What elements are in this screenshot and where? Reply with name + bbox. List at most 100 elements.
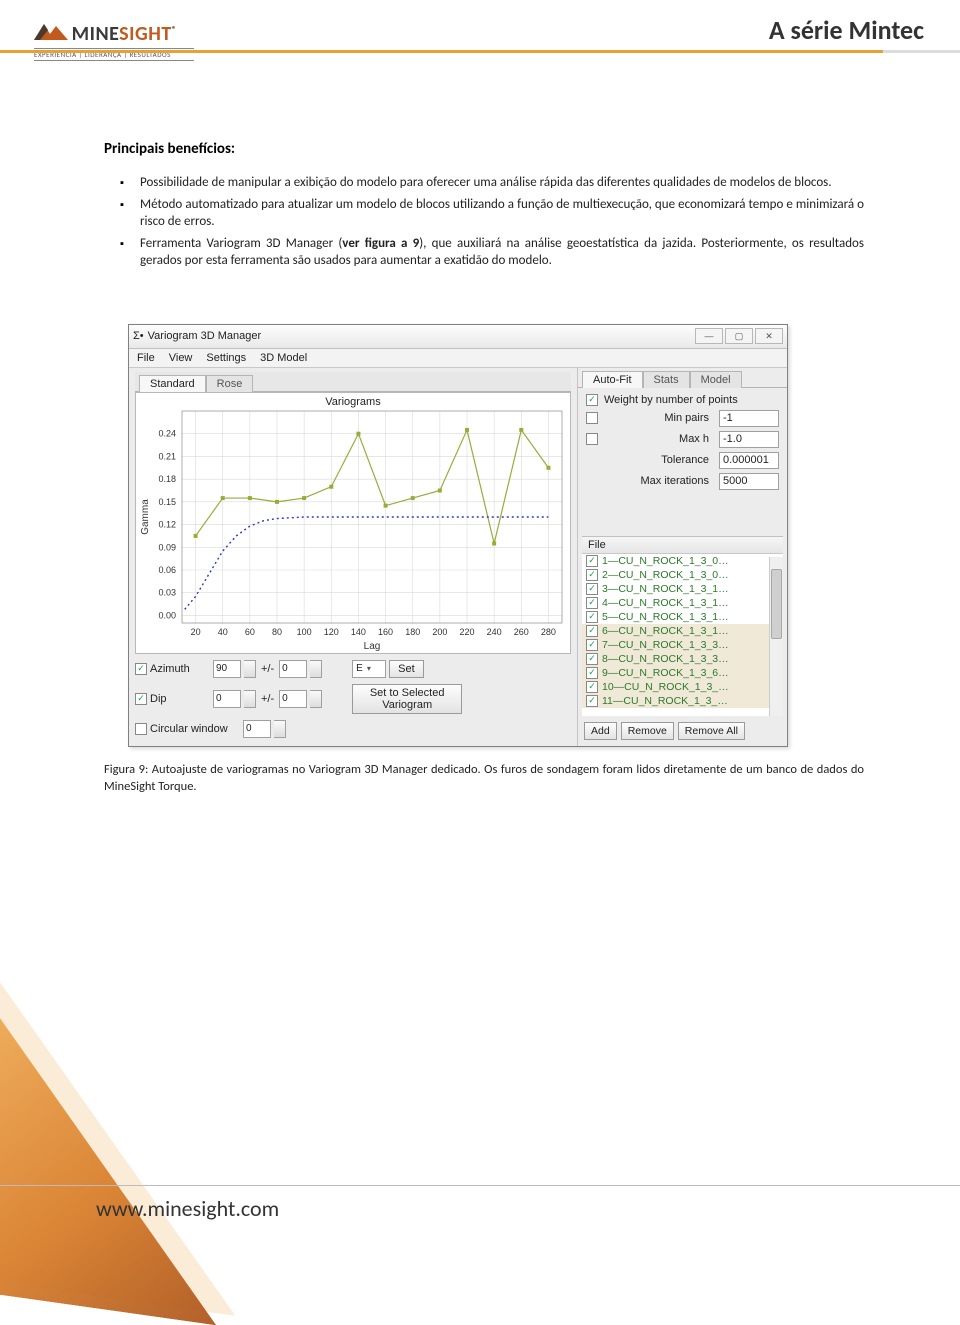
tolerance-label: Tolerance [602, 454, 713, 466]
svg-text:0.21: 0.21 [158, 451, 176, 461]
logo-text-a: MINE [72, 22, 120, 46]
minpairs-checkbox[interactable] [586, 412, 598, 424]
tab-stats[interactable]: Stats [643, 371, 690, 388]
set-button[interactable]: Set [389, 660, 424, 678]
weight-checkbox[interactable]: ✓ [586, 394, 598, 406]
file-row[interactable]: ✓10—CU_N_ROCK_1_3_… [582, 680, 783, 694]
dip-pm-spinner[interactable] [310, 690, 322, 708]
circular-window-checkbox[interactable] [135, 723, 147, 735]
file-row[interactable]: ✓5—CU_N_ROCK_1_3_1… [582, 610, 783, 624]
file-row-checkbox[interactable]: ✓ [586, 653, 598, 665]
file-row-checkbox[interactable]: ✓ [586, 695, 598, 707]
file-row[interactable]: ✓11—CU_N_ROCK_1_3_… [582, 694, 783, 708]
brand-logo: MINESIGHT® EXPERIÊNCIA | LIDERANÇA | RES… [34, 22, 194, 61]
file-row[interactable]: ✓2—CU_N_ROCK_1_3_0… [582, 568, 783, 582]
dip-label: Dip [150, 693, 210, 705]
file-scrollbar[interactable] [769, 557, 783, 716]
circular-window-value[interactable]: 0 [243, 720, 271, 738]
list-item: Método automatizado para atualizar um mo… [140, 196, 864, 231]
svg-text:260: 260 [514, 627, 529, 637]
azimuth-value[interactable]: 90 [213, 660, 241, 678]
tab-model[interactable]: Model [690, 371, 742, 388]
remove-button[interactable]: Remove [621, 722, 674, 740]
file-row[interactable]: ✓3—CU_N_ROCK_1_3_1… [582, 582, 783, 596]
tab-standard[interactable]: Standard [139, 375, 206, 392]
svg-text:240: 240 [487, 627, 502, 637]
maxh-value[interactable]: -1.0 [719, 431, 779, 448]
svg-text:0.24: 0.24 [158, 428, 176, 438]
footer-wedge [0, 967, 261, 1325]
dip-spinner[interactable] [244, 690, 256, 708]
file-row[interactable]: ✓ 9—CU_N_ROCK_1_3_6… [582, 666, 783, 680]
menu-3d-model[interactable]: 3D Model [260, 352, 307, 364]
tolerance-value[interactable]: 0.000001 [719, 452, 779, 469]
add-button[interactable]: Add [584, 722, 617, 740]
benefits-list: Possibilidade de manipular a exibição do… [140, 174, 864, 270]
file-row[interactable]: ✓8—CU_N_ROCK_1_3_3… [582, 652, 783, 666]
file-row-label: 4—CU_N_ROCK_1_3_1… [602, 597, 729, 609]
file-row-checkbox[interactable]: ✓ [586, 569, 598, 581]
dip-pm-value[interactable]: 0 [279, 690, 307, 708]
svg-text:Gamma: Gamma [140, 499, 151, 535]
file-row-checkbox[interactable]: ✓ [586, 667, 598, 679]
window-title: Variogram 3D Manager [148, 330, 693, 342]
azimuth-pm-value[interactable]: 0 [279, 660, 307, 678]
figure-caption: Figura 9: Autoajuste de variogramas no V… [104, 761, 864, 796]
maxh-checkbox[interactable] [586, 433, 598, 445]
direction-select[interactable]: E [352, 660, 386, 678]
maxiter-value[interactable]: 5000 [719, 473, 779, 490]
circular-window-spinner[interactable] [274, 720, 286, 738]
footer-url: www.minesight.com [96, 1195, 279, 1222]
file-row[interactable]: ✓ 7—CU_N_ROCK_1_3_3… [582, 638, 783, 652]
svg-text:200: 200 [432, 627, 447, 637]
header-rule [0, 50, 960, 53]
svg-text:80: 80 [272, 627, 282, 637]
svg-text:40: 40 [218, 627, 228, 637]
maximize-button[interactable]: ▢ [725, 328, 753, 344]
set-to-selected-button[interactable]: Set to Selected Variogram [352, 684, 462, 714]
minpairs-value[interactable]: -1 [719, 410, 779, 427]
file-row-checkbox[interactable]: ✓ [586, 597, 598, 609]
remove-all-button[interactable]: Remove All [678, 722, 745, 740]
minpairs-label: Min pairs [604, 412, 713, 424]
file-row-checkbox[interactable]: ✓ [586, 681, 598, 693]
titlebar: Σ• Variogram 3D Manager — ▢ ✕ [129, 325, 787, 349]
file-row-checkbox[interactable]: ✓ [586, 555, 598, 567]
azimuth-pm-spinner[interactable] [310, 660, 322, 678]
svg-text:0.03: 0.03 [158, 587, 176, 597]
app-icon: Σ• [133, 330, 144, 342]
menu-file[interactable]: File [137, 352, 155, 364]
tab-rose[interactable]: Rose [206, 375, 254, 392]
dip-value[interactable]: 0 [213, 690, 241, 708]
menu-view[interactable]: View [169, 352, 193, 364]
azimuth-spinner[interactable] [244, 660, 256, 678]
file-row[interactable]: ✓ 4—CU_N_ROCK_1_3_1… [582, 596, 783, 610]
tab-autofit[interactable]: Auto-Fit [582, 371, 643, 388]
svg-text:0.12: 0.12 [158, 519, 176, 529]
svg-text:0.00: 0.00 [158, 610, 176, 620]
svg-text:180: 180 [405, 627, 420, 637]
file-row-checkbox[interactable]: ✓ [586, 611, 598, 623]
file-row[interactable]: ✓6—CU_N_ROCK_1_3_1… [582, 624, 783, 638]
minimize-button[interactable]: — [695, 328, 723, 344]
svg-text:280: 280 [541, 627, 556, 637]
scrollbar-thumb[interactable] [771, 569, 782, 639]
dip-pm-label: +/- [261, 693, 274, 705]
svg-text:20: 20 [191, 627, 201, 637]
file-row-checkbox[interactable]: ✓ [586, 583, 598, 595]
list-item: Possibilidade de manipular a exibição do… [140, 174, 864, 192]
file-row-label: 7—CU_N_ROCK_1_3_3… [602, 639, 729, 651]
file-row[interactable]: ✓1—CU_N_ROCK_1_3_0… [582, 554, 783, 568]
logo-text-b: SIGHT [119, 22, 172, 46]
left-tabs: Standard Rose [135, 372, 571, 392]
file-row-checkbox[interactable]: ✓ [586, 639, 598, 651]
menu-settings[interactable]: Settings [206, 352, 246, 364]
chart-canvas: 204060801001201401601802002202402602800.… [136, 393, 570, 653]
variogram-3d-manager-window: Σ• Variogram 3D Manager — ▢ ✕ File View … [128, 324, 788, 747]
azimuth-checkbox[interactable]: ✓ [135, 663, 147, 675]
close-button[interactable]: ✕ [755, 328, 783, 344]
svg-text:0.18: 0.18 [158, 474, 176, 484]
file-row-checkbox[interactable]: ✓ [586, 625, 598, 637]
dip-checkbox[interactable]: ✓ [135, 693, 147, 705]
file-row-label: 9—CU_N_ROCK_1_3_6… [602, 667, 729, 679]
